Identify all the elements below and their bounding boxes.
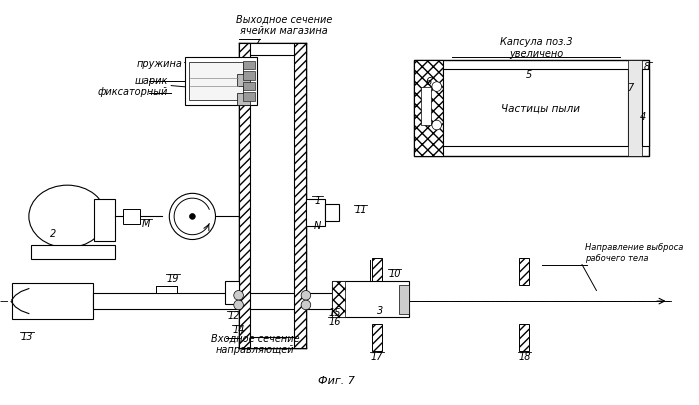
Circle shape <box>301 291 311 301</box>
Text: 6: 6 <box>425 77 431 87</box>
Bar <box>238 44 306 348</box>
Text: 19: 19 <box>167 273 180 283</box>
Text: M: M <box>142 219 150 229</box>
Circle shape <box>432 83 442 92</box>
Text: Фиг. 7: Фиг. 7 <box>318 375 355 385</box>
Bar <box>519 324 529 351</box>
Bar <box>332 281 409 318</box>
Bar <box>421 87 431 126</box>
Text: Направление выброса
рабочего тела: Направление выброса рабочего тела <box>585 243 684 262</box>
Bar <box>238 44 306 55</box>
Text: 4: 4 <box>640 111 646 122</box>
Bar <box>642 70 649 147</box>
Circle shape <box>233 291 243 301</box>
Text: 12: 12 <box>227 310 240 320</box>
Text: Капсула поз.3
увеличено: Капсула поз.3 увеличено <box>500 37 573 59</box>
Circle shape <box>189 214 195 220</box>
Bar <box>414 60 442 156</box>
Text: шарик
фиксаторный: шарик фиксаторный <box>98 76 168 97</box>
Bar <box>414 60 649 156</box>
Bar <box>628 60 642 156</box>
Bar <box>237 94 250 106</box>
Bar <box>399 285 409 314</box>
Bar <box>373 258 382 285</box>
Text: N: N <box>314 221 321 231</box>
Text: 3: 3 <box>377 305 383 315</box>
Bar <box>442 70 628 147</box>
Bar <box>237 75 250 86</box>
Circle shape <box>169 194 215 240</box>
Bar <box>156 286 177 294</box>
Text: 8: 8 <box>643 62 649 71</box>
Bar <box>294 44 306 348</box>
Bar <box>519 258 529 285</box>
Bar <box>94 200 115 242</box>
Circle shape <box>432 121 442 130</box>
Bar <box>225 281 238 304</box>
Bar <box>238 44 250 348</box>
Text: 18: 18 <box>518 351 531 361</box>
Bar <box>189 62 243 101</box>
Bar <box>243 72 255 81</box>
Text: 7: 7 <box>627 83 633 92</box>
Bar <box>12 283 93 320</box>
Text: 2: 2 <box>50 228 56 239</box>
Text: 10: 10 <box>388 269 401 279</box>
Text: 15: 15 <box>329 307 341 317</box>
Text: 11: 11 <box>354 205 367 214</box>
Ellipse shape <box>29 186 106 248</box>
Bar <box>243 62 255 70</box>
Bar <box>123 209 140 224</box>
Bar <box>93 294 338 309</box>
Text: Частицы пыли: Частицы пыли <box>501 103 580 113</box>
Text: 16: 16 <box>329 317 341 327</box>
Bar <box>325 205 338 222</box>
Text: пружина: пружина <box>137 58 182 68</box>
Text: Входное сечение
направляющей: Входное сечение направляющей <box>210 333 299 354</box>
Text: 14: 14 <box>232 324 245 335</box>
Bar <box>250 55 294 337</box>
Bar <box>185 58 257 106</box>
Circle shape <box>233 301 243 310</box>
Text: 17: 17 <box>371 351 383 361</box>
Bar <box>373 324 382 351</box>
Text: 13: 13 <box>21 331 33 341</box>
Bar <box>31 246 115 259</box>
Text: Выходное сечение
ячейки магазина: Выходное сечение ячейки магазина <box>236 14 332 36</box>
Bar <box>332 281 345 318</box>
Bar <box>306 200 325 226</box>
Text: 5: 5 <box>526 70 532 80</box>
Bar <box>243 93 255 102</box>
Bar <box>243 83 255 91</box>
Circle shape <box>301 301 311 310</box>
Bar <box>238 337 306 348</box>
Text: 1: 1 <box>315 196 321 206</box>
